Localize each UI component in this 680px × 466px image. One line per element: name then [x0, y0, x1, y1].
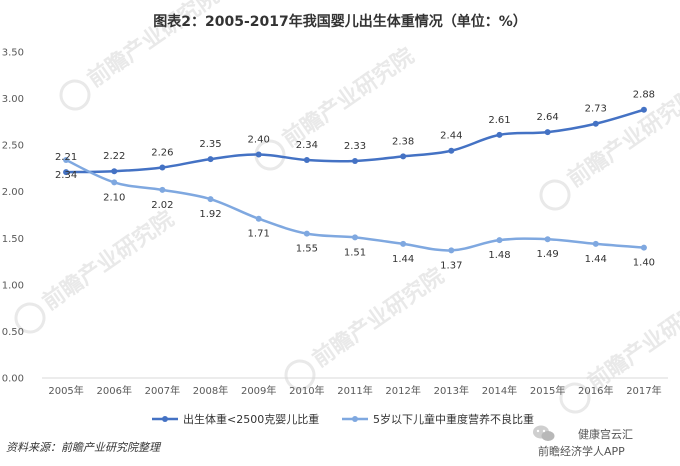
data-label-series-1: 2.38: [392, 136, 414, 147]
watermark-logo-icon: 前瞻产业研究院: [559, 286, 680, 414]
data-label-series-1: 2.40: [248, 134, 270, 145]
data-point-series-1: [352, 157, 358, 164]
y-tick-label: 3.00: [2, 94, 24, 105]
watermark-text: 前瞻产业研究院: [38, 206, 179, 316]
data-label-series-1: 2.64: [536, 112, 558, 123]
x-tick-label: 2014年: [482, 384, 517, 397]
y-tick-label: 2.00: [2, 187, 24, 198]
data-label-series-1: 2.22: [103, 151, 125, 162]
x-tick-label: 2011年: [337, 384, 372, 397]
chart-title: 图表2：2005-2017年我国婴儿出生体重情况（单位：%）: [153, 13, 527, 30]
data-point-series-1: [448, 147, 455, 154]
data-label-series-2: 1.51: [344, 247, 366, 258]
data-label-series-2: 1.37: [440, 260, 462, 271]
watermark-text: 前瞻产业研究院: [308, 263, 449, 373]
data-point-series-2: [640, 244, 647, 251]
data-point-series-2: [255, 215, 262, 222]
wechat-icon: [533, 425, 555, 441]
data-point-series-2: [352, 234, 358, 241]
x-tick-label: 2008年: [193, 384, 228, 397]
data-label-series-1: 2.21: [55, 152, 77, 163]
legend-marker-2: [352, 416, 358, 422]
data-point-series-2: [592, 240, 599, 247]
data-point-series-1: [592, 120, 599, 127]
data-label-series-2: 1.55: [296, 244, 318, 255]
data-point-series-2: [207, 196, 214, 203]
data-label-series-2: 1.48: [488, 250, 510, 261]
data-label-series-1: 2.33: [344, 141, 366, 152]
x-tick-label: 2007年: [145, 384, 180, 397]
y-axis: 0.00 0.50 1.00 1.50 2.00 2.50 3.00 3.50: [2, 48, 24, 385]
y-tick-label: 3.50: [2, 48, 24, 59]
x-tick-label: 2013年: [434, 384, 469, 397]
data-label-series-1: 2.44: [440, 131, 462, 142]
x-tick-label: 2009年: [241, 384, 276, 397]
data-point-series-2: [400, 240, 407, 247]
x-tick-label: 2015年: [530, 384, 565, 397]
data-point-series-2: [544, 236, 551, 243]
series-layer: [63, 106, 647, 254]
data-label-series-2: 2.10: [103, 192, 125, 203]
data-point-series-1: [207, 156, 214, 163]
data-label-series-2: 2.34: [55, 170, 77, 181]
watermark-text: 前瞻产业研究院: [583, 286, 680, 396]
data-label-series-1: 2.26: [151, 147, 173, 158]
data-point-series-2: [111, 179, 118, 186]
legend-marker-1: [162, 416, 168, 422]
data-label-series-2: 1.49: [536, 249, 558, 260]
data-labels: 2.21 2.22 2.26 2.35 2.40 2.34 2.33 2.38 2.44 2.61…: [55, 90, 655, 272]
watermark-logo-icon: 前瞻产业研究院: [14, 206, 179, 334]
data-point-series-2: [496, 237, 503, 244]
data-label-series-2: 1.44: [392, 254, 414, 265]
x-tick-label: 2005年: [48, 384, 83, 397]
data-point-series-1: [111, 168, 118, 175]
watermark-logo-icon: 前瞻产业研究院: [539, 83, 680, 211]
legend-label-2: 5岁以下儿童中重度营养不良比重: [373, 412, 534, 426]
wechat-badge: 健康宫云汇 前瞻经济学人APP: [533, 425, 633, 458]
data-point-series-2: [448, 247, 455, 254]
data-point-series-2: [303, 230, 310, 237]
data-point-series-1: [544, 129, 551, 136]
x-tick-label: 2006年: [97, 384, 132, 397]
watermark-text: 前瞻产业研究院: [563, 83, 680, 193]
watermark: 前瞻产业研究院 前瞻产业研究院 前瞻产业研究院 前瞻产业研究院 前瞻产业研究院 …: [14, 0, 680, 414]
legend: 出生体重<2500克婴儿比重 5岁以下儿童中重度营养不良比重: [152, 412, 534, 426]
legend-label-1: 出生体重<2500克婴儿比重: [183, 412, 319, 426]
app-text: 前瞻经济学人APP: [538, 444, 625, 458]
data-point-series-1: [255, 151, 262, 158]
data-point-series-1: [496, 131, 503, 138]
data-label-series-1: 2.88: [633, 90, 655, 101]
y-tick-label: 0.00: [2, 374, 24, 385]
y-tick-label: 2.50: [2, 141, 24, 152]
data-point-series-1: [63, 169, 70, 176]
badge-text: 健康宫云汇: [578, 427, 633, 441]
x-tick-label: 2017年: [626, 384, 661, 397]
data-label-series-1: 2.61: [488, 115, 510, 126]
x-axis: 2005年 2006年 2007年 2008年 2009年 2010年 2011年 2012年…: [42, 377, 668, 397]
x-tick-label: 2010年: [289, 384, 324, 397]
x-tick-label: 2016年: [578, 384, 613, 397]
data-label-series-1: 2.35: [199, 139, 221, 150]
data-point-series-1: [303, 157, 310, 164]
data-label-series-2: 1.44: [585, 254, 607, 265]
data-point-series-1: [400, 153, 407, 160]
data-label-series-2: 1.92: [199, 209, 221, 220]
data-label-series-2: 2.02: [151, 200, 173, 211]
data-label-series-2: 1.71: [248, 229, 270, 240]
source-note: 资料来源：前瞻产业研究院整理: [6, 441, 162, 454]
data-point-series-2: [159, 186, 166, 193]
y-tick-label: 1.00: [2, 280, 24, 291]
data-point-series-2: [63, 157, 70, 164]
y-tick-label: 0.50: [2, 327, 24, 338]
data-point-series-1: [159, 164, 166, 171]
watermark-logo-icon: 前瞻产业研究院: [284, 263, 449, 391]
y-tick-label: 1.50: [2, 234, 24, 245]
x-tick-label: 2012年: [385, 384, 420, 397]
data-point-series-1: [640, 106, 647, 113]
data-label-series-2: 1.40: [633, 258, 655, 269]
data-label-series-1: 2.34: [296, 140, 318, 151]
data-label-series-1: 2.73: [585, 104, 607, 115]
